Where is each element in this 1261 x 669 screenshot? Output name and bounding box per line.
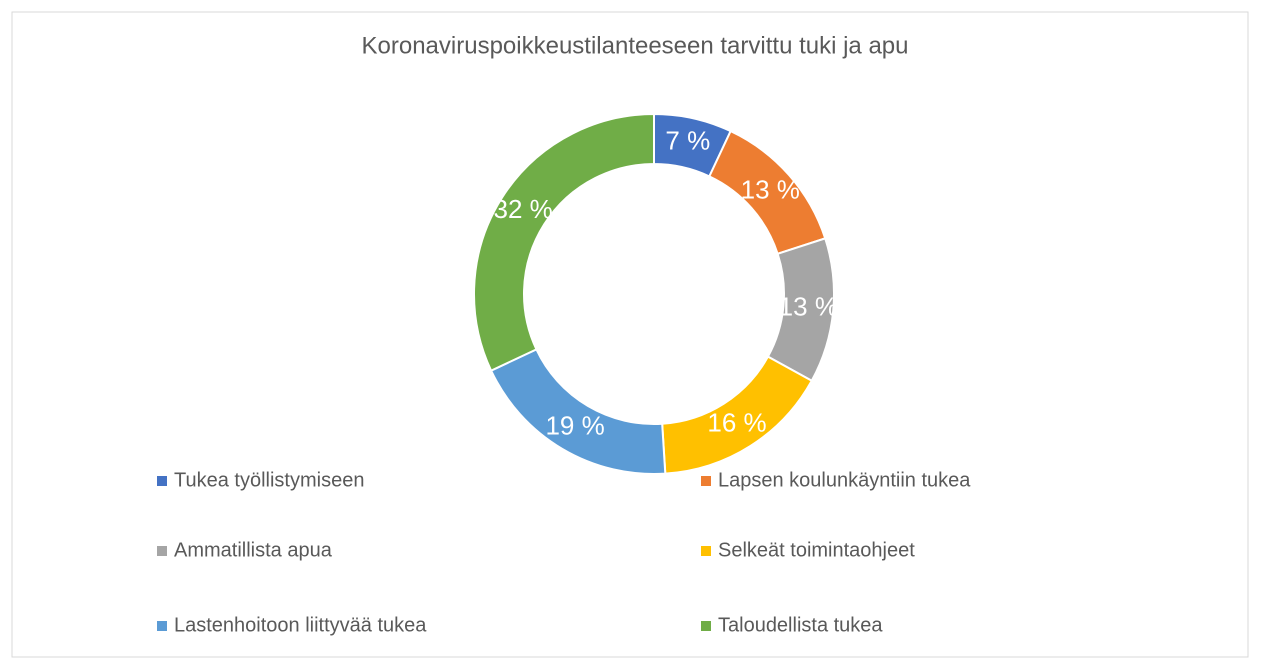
legend-label: Lastenhoitoon liittyvää tukea [174,614,427,636]
legend-label: Selkeät toimintaohjeet [718,539,915,561]
legend-swatch [701,546,711,556]
legend-swatch [157,476,167,486]
legend-label: Ammatillista apua [174,539,333,561]
legend-label: Taloudellista tukea [718,614,883,636]
data-label: 16 % [707,408,766,438]
legend-swatch [157,546,167,556]
chart-title: Koronaviruspoikkeustilanteeseen tarvittu… [362,32,909,59]
legend-label: Tukea työllistymiseen [174,469,364,491]
data-label: 32 % [493,194,552,224]
data-label: 19 % [545,410,604,440]
legend-label: Lapsen koulunkäyntiin tukea [718,469,971,491]
legend-swatch [157,621,167,631]
donut-segment [473,112,655,372]
legend-swatch [701,476,711,486]
data-label: 13 % [779,291,838,321]
legend-swatch [701,621,711,631]
data-label: 13 % [741,174,800,204]
data-label: 7 % [665,126,710,156]
